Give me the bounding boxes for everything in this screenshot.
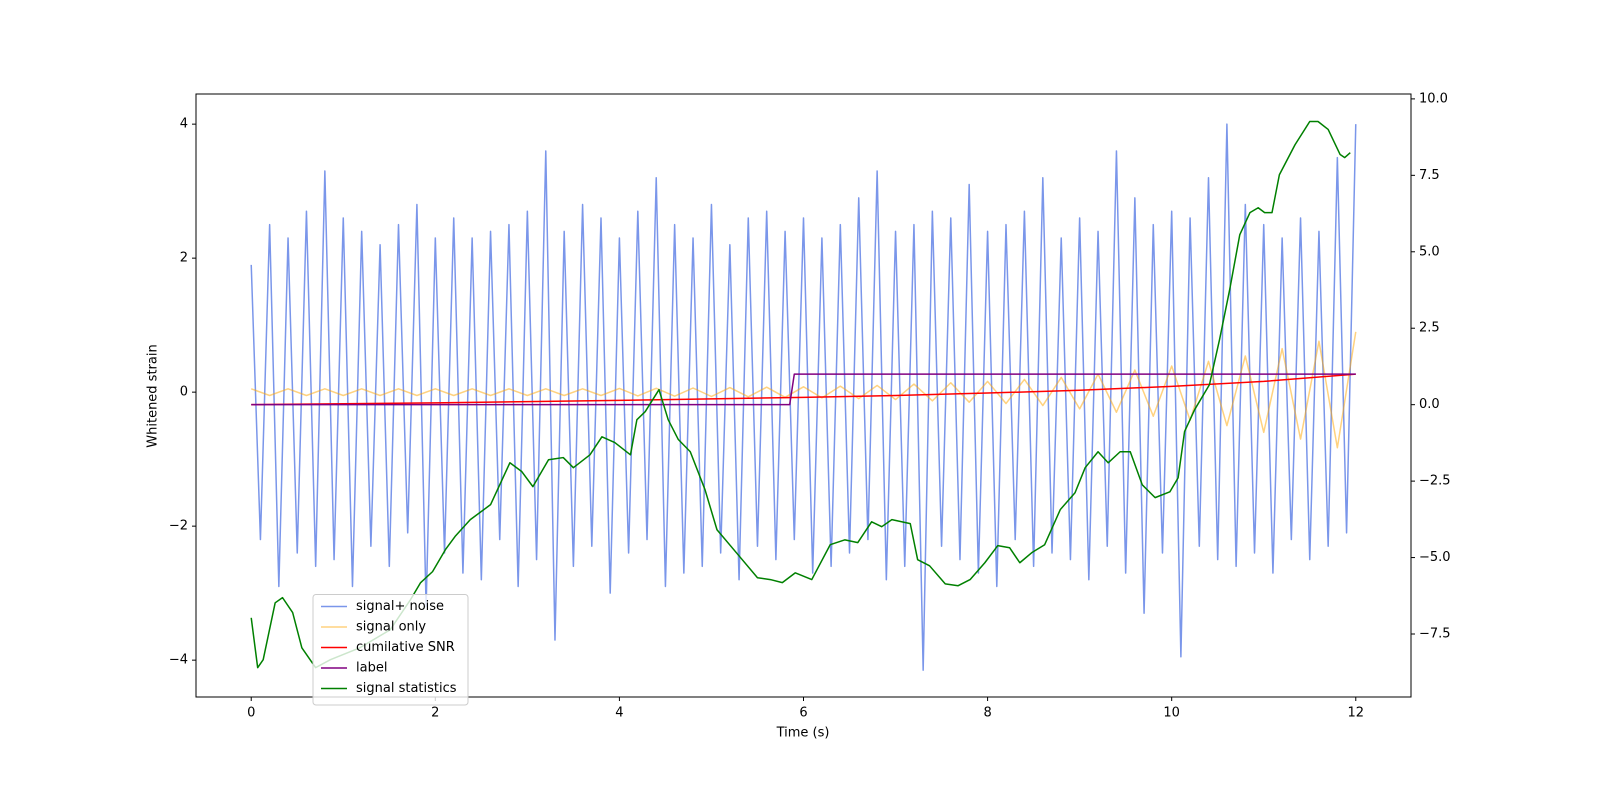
y2-tick-label: 2.5 xyxy=(1419,321,1440,336)
y2-tick-label: 7.5 xyxy=(1419,168,1440,183)
x-tick-label: 4 xyxy=(615,706,623,721)
legend-label: signal only xyxy=(356,620,426,635)
x-tick-label: 8 xyxy=(983,706,991,721)
y-tick-label: −2 xyxy=(169,519,188,534)
y-axis-label: Whitened strain xyxy=(146,344,161,447)
y-tick-label: 0 xyxy=(180,385,188,400)
legend-label: signal+ noise xyxy=(356,599,444,614)
plot-area xyxy=(250,120,1357,671)
y2-tick-label: −5.0 xyxy=(1419,550,1451,565)
y2-tick-label: −7.5 xyxy=(1419,627,1451,642)
x-tick-label: 2 xyxy=(431,706,439,721)
x-tick-label: 10 xyxy=(1163,706,1180,721)
legend-label: cumilative SNR xyxy=(356,640,455,655)
x-axis-label: Time (s) xyxy=(776,726,830,741)
legend-label: signal statistics xyxy=(356,681,457,696)
y-tick-label: −4 xyxy=(169,653,188,668)
series-line xyxy=(251,373,1356,406)
x-tick-label: 0 xyxy=(247,706,255,721)
series-line xyxy=(251,373,1356,406)
legend: signal+ noise signal only cumilative SNR la… xyxy=(312,594,469,706)
y-tick-label: 2 xyxy=(180,251,188,266)
x-tick-label: 6 xyxy=(799,706,807,721)
plot-frame xyxy=(195,93,1412,698)
series-line xyxy=(250,331,1357,449)
legend-label: label xyxy=(356,661,387,676)
series-line xyxy=(250,123,1357,671)
y2-tick-label: 0.0 xyxy=(1419,397,1440,412)
series-line xyxy=(250,120,1351,669)
y2-tick-label: 5.0 xyxy=(1419,244,1440,259)
y2-tick-label: −2.5 xyxy=(1419,474,1451,489)
x-tick-label: 12 xyxy=(1347,706,1364,721)
legend-box xyxy=(312,594,469,706)
y-tick-label: 4 xyxy=(180,117,188,132)
y2-tick-label: 10.0 xyxy=(1419,91,1448,106)
